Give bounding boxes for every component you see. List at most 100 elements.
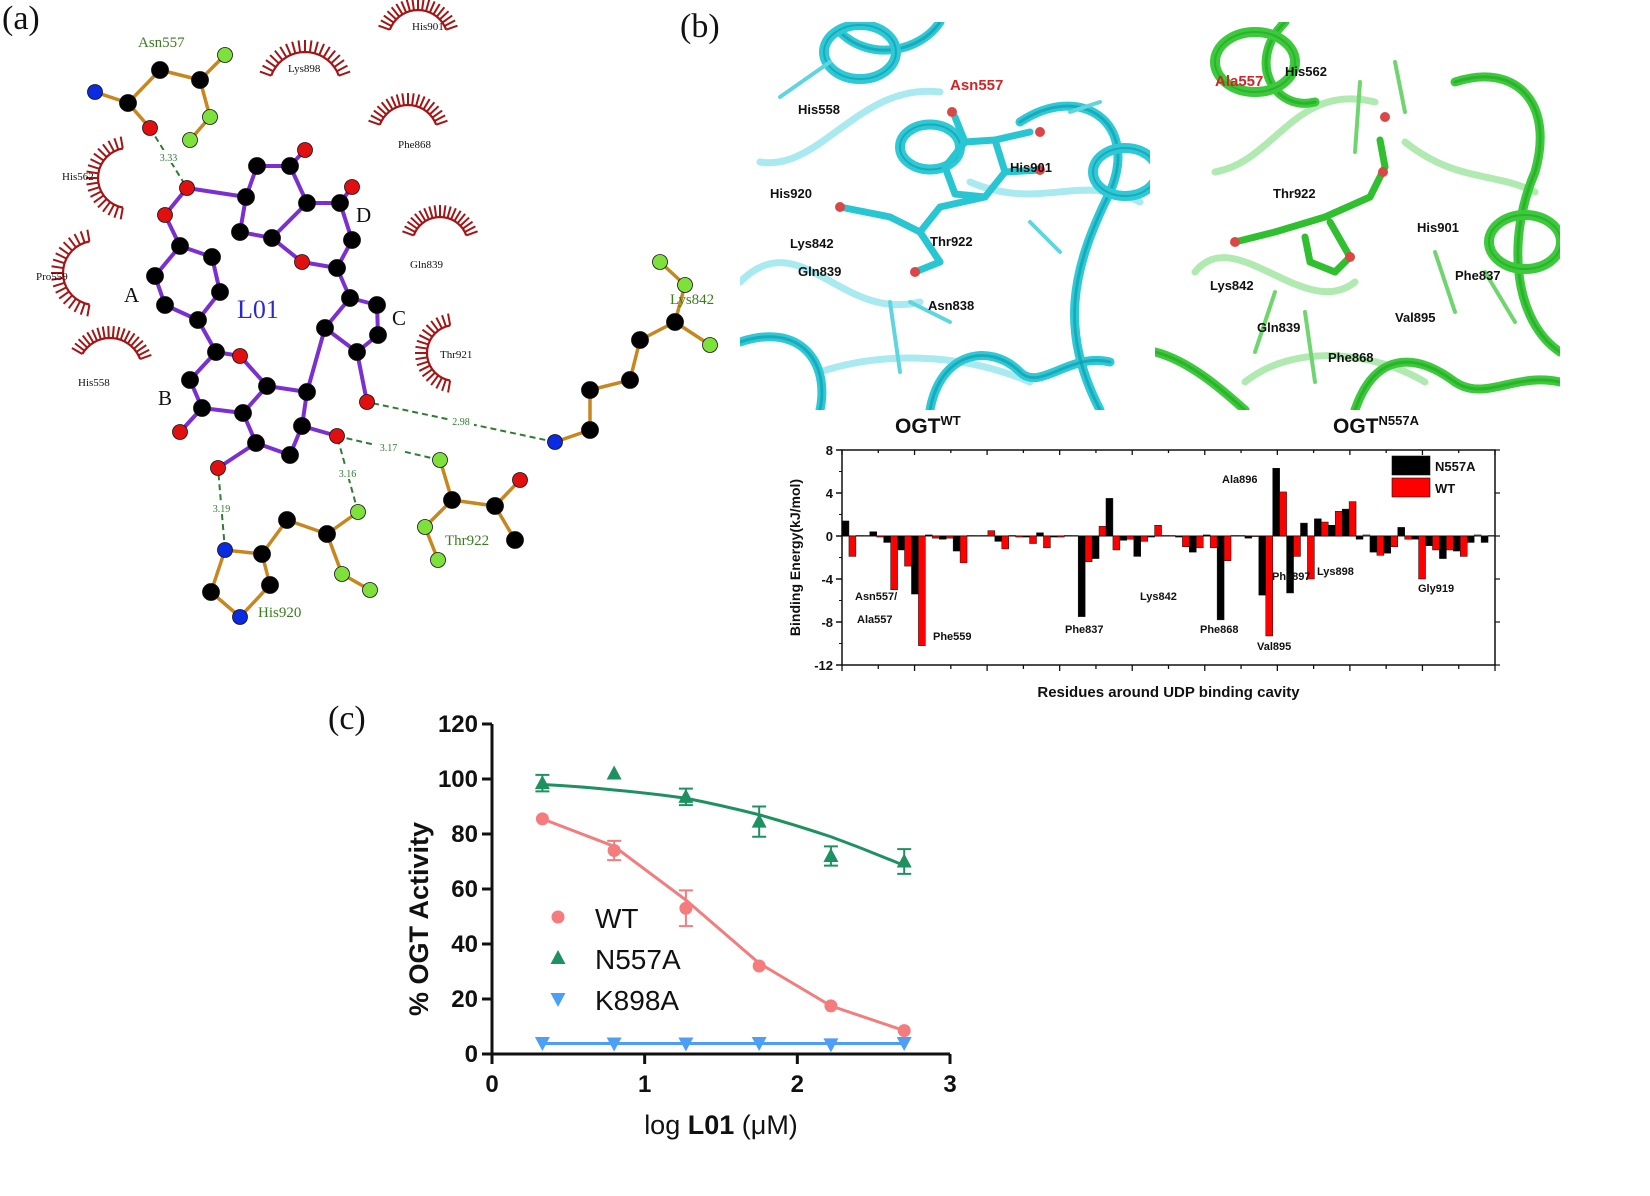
bar-wt bbox=[1029, 535, 1037, 544]
bar-n557a bbox=[1439, 535, 1447, 559]
structure-n557a: Ala557 His562 Thr922 His901 Lys842 Gln839 Val8… bbox=[1155, 22, 1560, 410]
x-axis-label: log L01 (μM) bbox=[644, 1110, 798, 1140]
atom bbox=[341, 289, 359, 307]
bar-annotation: Ala896 bbox=[1222, 474, 1257, 486]
x-tick-label: 0 bbox=[485, 1071, 498, 1098]
bar-wt bbox=[1390, 535, 1398, 547]
y-tick-label: -8 bbox=[821, 615, 833, 630]
bar-n557a bbox=[1036, 532, 1044, 537]
bar-n557a bbox=[1453, 535, 1461, 552]
series-k898a bbox=[534, 1037, 912, 1053]
hbond-distance: 2.98 bbox=[452, 417, 470, 428]
bar-n557a bbox=[966, 535, 975, 537]
structure-mutant-title: OGTN557A bbox=[1333, 413, 1419, 439]
atom bbox=[172, 424, 188, 440]
bar-n557a bbox=[980, 535, 989, 537]
hbond-distance: 3.19 bbox=[213, 504, 231, 515]
atom bbox=[217, 47, 233, 63]
panel-a-label: (a) bbox=[2, 0, 40, 37]
ring-label: C bbox=[392, 306, 406, 330]
series-wt bbox=[535, 812, 911, 1038]
bar-wt bbox=[1070, 535, 1079, 537]
atom bbox=[430, 552, 446, 568]
hydrophobic-arc bbox=[86, 136, 124, 220]
y-tick-label: 100 bbox=[438, 766, 478, 793]
bar-wt bbox=[1223, 535, 1232, 561]
atom bbox=[210, 460, 226, 476]
atom bbox=[278, 511, 296, 529]
bar-annotation: Ala557 bbox=[857, 614, 892, 626]
bar-n557a bbox=[1133, 535, 1141, 557]
bar-annotation: Phe868 bbox=[1200, 624, 1239, 636]
wt-title-text: OGT bbox=[895, 415, 941, 438]
atom bbox=[151, 61, 169, 79]
bar-wt bbox=[890, 535, 898, 590]
hydrophobic-arc bbox=[51, 229, 91, 317]
ring-label: B bbox=[158, 386, 172, 410]
bar-n557a bbox=[1466, 535, 1475, 543]
panel-b-label: (b) bbox=[680, 8, 720, 45]
y-tick-label: -12 bbox=[814, 658, 833, 673]
bar-wt bbox=[1237, 535, 1246, 537]
binding-energy-bar-chart: 8 4 0 -4 -8 -12 Asn557/Ala557 Phe559 Phe837 Lys84… bbox=[787, 443, 1500, 701]
bar-wt bbox=[1196, 535, 1204, 549]
bar-n557a bbox=[1272, 468, 1280, 537]
legend-label: WT bbox=[1435, 481, 1455, 496]
atom bbox=[343, 231, 361, 249]
bar-wt bbox=[1057, 535, 1065, 538]
bar-n557a bbox=[925, 534, 933, 537]
bar-wt bbox=[1279, 491, 1287, 537]
hydrophobic-residue-label: Thr921 bbox=[440, 349, 472, 361]
x-tick-label: 3 bbox=[943, 1071, 956, 1098]
atom bbox=[293, 417, 311, 435]
atom bbox=[234, 404, 252, 422]
bar-wt bbox=[959, 535, 968, 564]
bar-n557a bbox=[1091, 535, 1100, 559]
atom bbox=[359, 394, 375, 410]
mutant-title-text: OGT bbox=[1333, 415, 1379, 438]
bar-annotation: Val895 bbox=[1257, 641, 1291, 653]
bar-annotation: Phe559 bbox=[933, 631, 972, 643]
bar-n557a bbox=[1480, 535, 1489, 543]
atom bbox=[146, 267, 164, 285]
bar-n557a bbox=[1341, 508, 1350, 537]
atom bbox=[297, 142, 313, 158]
bar-n557a bbox=[1119, 535, 1128, 541]
x-tick-label: 2 bbox=[791, 1071, 804, 1098]
bar-n557a bbox=[1397, 527, 1405, 537]
bar-n557a bbox=[1244, 535, 1253, 539]
bar-n557a bbox=[1022, 535, 1030, 538]
atom bbox=[157, 207, 173, 223]
fit-curve-n557a bbox=[542, 783, 905, 868]
bar-wt bbox=[1293, 535, 1301, 557]
bar-n557a bbox=[1202, 534, 1211, 537]
hbond-line bbox=[336, 435, 359, 513]
hydrophobic-residue-label: His562 bbox=[62, 171, 94, 183]
hydrophobic-contacts bbox=[51, 0, 478, 393]
bar-n557a bbox=[1189, 535, 1197, 553]
atom bbox=[547, 434, 563, 450]
atom bbox=[702, 337, 718, 353]
structure-wt-title: OGTWT bbox=[895, 413, 961, 439]
bar-n557a bbox=[911, 535, 919, 595]
atom bbox=[348, 343, 366, 361]
bar-n557a bbox=[883, 535, 891, 543]
bar-n557a bbox=[855, 535, 864, 537]
atom bbox=[281, 446, 299, 464]
residue-label: Gln839 bbox=[798, 264, 841, 279]
bar-wt bbox=[1126, 535, 1135, 540]
atom bbox=[231, 223, 249, 241]
bar-wt bbox=[862, 535, 871, 537]
hydrophobic-residue-label: Phe868 bbox=[398, 139, 432, 151]
residue-label: Gln839 bbox=[1257, 320, 1300, 335]
bar-wt bbox=[1473, 534, 1482, 537]
hbond-residue-label: His920 bbox=[258, 605, 301, 621]
bar-wt bbox=[1446, 535, 1454, 551]
series-n557a bbox=[534, 765, 912, 875]
bar-n557a bbox=[897, 535, 905, 551]
atom bbox=[281, 157, 299, 175]
legend-swatch bbox=[1391, 455, 1431, 476]
bar-n557a bbox=[1300, 522, 1308, 537]
y-tick-label: 40 bbox=[451, 931, 478, 958]
bar-wt bbox=[1376, 535, 1385, 556]
